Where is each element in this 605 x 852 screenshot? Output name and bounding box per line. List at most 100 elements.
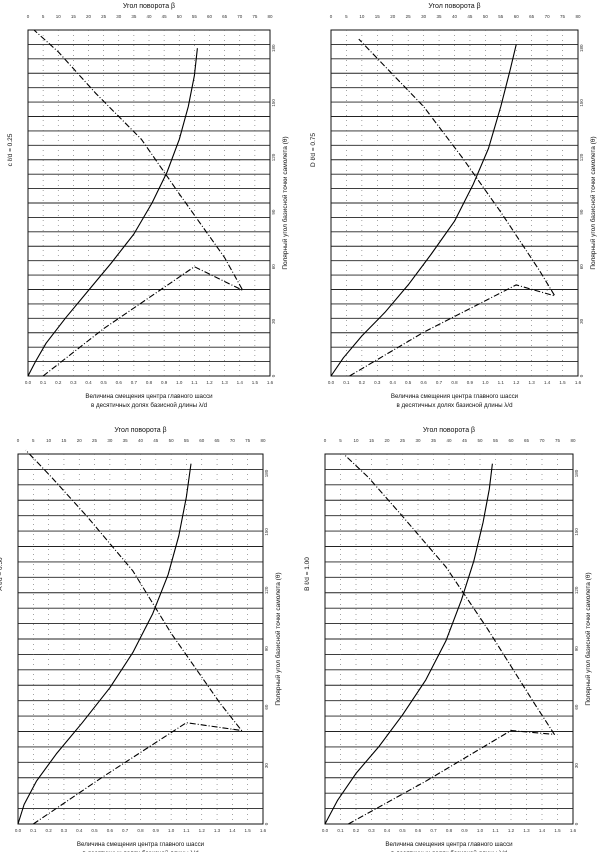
top-tick-label: 75 (252, 14, 258, 19)
top-tick-label: 70 (545, 14, 551, 19)
right-tick-label: 120 (574, 586, 579, 594)
bottom-tick-label: 1.1 (498, 380, 505, 385)
panel-ratio-label: B ℓ/d = 1.00 (304, 557, 311, 591)
bottom-tick-label: 0.8 (446, 828, 453, 833)
top-tick-label: 55 (184, 438, 190, 443)
chart-svg-d: Угол поворота β 0 5 10 15 20 25 30 35 40 45 50 55 60 6… (310, 3, 597, 409)
right-axis-title: Полярный угол базисной точки самолета (θ… (589, 136, 597, 269)
right-tick-label: 180 (271, 44, 276, 52)
bottom-tick-label: 0.0 (328, 380, 335, 385)
bottom-axis-title-line2: в десятичных долях базисной длины λ/d (82, 850, 199, 852)
bottom-tick-label: 0.1 (337, 828, 344, 833)
bottom-tick-label: 0.6 (107, 828, 114, 833)
bottom-tick-label: 0.4 (76, 828, 83, 833)
bottom-tick-label: 0.2 (55, 380, 62, 385)
right-tick-label: 120 (264, 586, 269, 594)
bottom-tick-label: 1.2 (508, 828, 515, 833)
top-tick-label: 15 (375, 14, 381, 19)
series-solid-line (330, 44, 517, 377)
right-tick-label: 0 (264, 822, 269, 825)
chart-svg-b: Угол поворота β 0 5 10 15 20 25 30 35 40 45 50 55 60 6… (304, 427, 592, 852)
chart-panel-d: Угол поворота β 0 5 10 15 20 25 30 35 40 45 50 55 60 6… (303, 0, 605, 426)
bottom-tick-label: 1.5 (559, 380, 566, 385)
right-tick-label: 30 (574, 763, 579, 769)
top-tick-label: 65 (215, 438, 221, 443)
right-tick-label: 180 (574, 469, 579, 477)
top-tick-label: 80 (575, 14, 581, 19)
bottom-tick-label: 1.4 (544, 380, 551, 385)
top-axis-title: Угол поворота β (428, 3, 480, 10)
top-tick-label: 10 (56, 14, 62, 19)
bottom-tick-label: 0.5 (405, 380, 412, 385)
top-tick-label: 15 (71, 14, 77, 19)
right-tick-label: 150 (264, 528, 269, 536)
right-tick-label: 60 (579, 264, 584, 270)
top-tick-label: 65 (524, 438, 530, 443)
top-tick-label: 0 (27, 14, 30, 19)
top-tick-label: 40 (452, 14, 458, 19)
top-tick-label: 70 (237, 14, 243, 19)
top-tick-label: 25 (101, 14, 107, 19)
top-tick-label: 35 (123, 438, 129, 443)
bottom-tick-label: 1.2 (513, 380, 520, 385)
right-axis-title: Полярный угол базисной точки самолета (θ… (584, 572, 592, 705)
chart-svg-c: Угол поворота β 0 5 10 15 20 25 30 35 40 45 50 55 60 6… (7, 3, 289, 409)
right-tick-label: 0 (574, 822, 579, 825)
series-dashdot-line (343, 453, 555, 825)
bottom-tick-label: 1.6 (570, 828, 577, 833)
top-tick-label: 20 (86, 14, 92, 19)
bottom-tick-label: 0.8 (137, 828, 144, 833)
bottom-axis-title-line2: в десятичных долях базисной длины λ/d (396, 402, 513, 409)
right-tick-label: 150 (271, 99, 276, 107)
top-tick-label: 40 (446, 438, 452, 443)
series-solid-line (17, 463, 192, 825)
bottom-tick-label: 0.1 (343, 380, 350, 385)
top-tick-label: 10 (359, 14, 365, 19)
top-tick-label: 55 (493, 438, 499, 443)
series-dashdot-line (349, 38, 556, 377)
top-tick-label: 30 (116, 14, 122, 19)
right-tick-label: 150 (579, 99, 584, 107)
top-tick-label: 60 (207, 14, 213, 19)
panel-ratio-label: c ℓ/d = 0.25 (7, 133, 14, 166)
bottom-tick-label: 1.6 (575, 380, 582, 385)
right-tick-label: 120 (271, 153, 276, 161)
right-axis-title: Полярный угол базисной точки самолета (θ… (281, 136, 289, 269)
top-tick-label: 80 (570, 438, 576, 443)
top-tick-label: 5 (32, 438, 35, 443)
chart-panel-c: Угол поворота β 0 5 10 15 20 25 30 35 40 45 50 55 60 6… (0, 0, 302, 426)
bottom-tick-label: 0.2 (45, 828, 52, 833)
top-tick-label: 10 (353, 438, 359, 443)
right-tick-label: 60 (264, 704, 269, 710)
top-tick-label: 75 (245, 438, 251, 443)
bottom-tick-label: 0.0 (25, 380, 32, 385)
bottom-tick-label: 0.0 (322, 828, 329, 833)
bottom-tick-label: 0.4 (384, 828, 391, 833)
bottom-tick-label: 0.9 (461, 828, 468, 833)
chart-panel-a: Угол поворота β 0 5 10 15 20 25 30 35 40 45 50 55 60 6… (0, 426, 302, 852)
top-tick-label: 70 (230, 438, 236, 443)
bottom-axis-title-line1: Величина смещения центра главного шасси (77, 841, 205, 848)
bottom-tick-label: 1.0 (482, 380, 489, 385)
top-tick-label: 20 (390, 14, 396, 19)
bottom-tick-label: 0.4 (85, 380, 92, 385)
right-tick-label: 30 (271, 318, 276, 324)
bottom-tick-label: 0.9 (467, 380, 474, 385)
top-axis-title: Угол поворота β (123, 3, 175, 10)
top-tick-label: 65 (529, 14, 535, 19)
bottom-tick-label: 1.2 (199, 828, 206, 833)
top-tick-label: 0 (17, 438, 20, 443)
top-axis-title: Угол поворота β (114, 427, 166, 434)
right-tick-label: 180 (579, 44, 584, 52)
top-tick-label: 5 (345, 14, 348, 19)
right-tick-label: 90 (579, 209, 584, 215)
right-tick-label: 120 (579, 153, 584, 161)
top-tick-label: 80 (260, 438, 266, 443)
top-tick-label: 60 (514, 14, 520, 19)
top-tick-label: 45 (153, 438, 159, 443)
top-tick-label: 25 (406, 14, 412, 19)
top-tick-label: 80 (267, 14, 273, 19)
top-tick-label: 5 (42, 14, 45, 19)
top-tick-label: 75 (555, 438, 561, 443)
right-tick-label: 150 (574, 528, 579, 536)
